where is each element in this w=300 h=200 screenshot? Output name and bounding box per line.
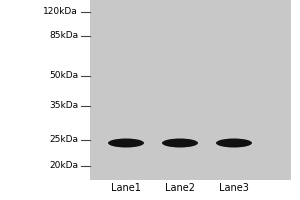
Bar bbox=[90, 0, 291, 180]
Ellipse shape bbox=[216, 138, 252, 148]
Text: 20kDa: 20kDa bbox=[49, 162, 78, 170]
Ellipse shape bbox=[162, 138, 198, 148]
Text: 120kDa: 120kDa bbox=[43, 7, 78, 17]
Ellipse shape bbox=[108, 138, 144, 148]
Text: 35kDa: 35kDa bbox=[49, 102, 78, 110]
Text: 85kDa: 85kDa bbox=[49, 31, 78, 40]
Text: Lane1: Lane1 bbox=[111, 183, 141, 193]
Text: Lane2: Lane2 bbox=[165, 183, 195, 193]
Text: 50kDa: 50kDa bbox=[49, 72, 78, 80]
Text: 25kDa: 25kDa bbox=[49, 136, 78, 144]
Text: Lane3: Lane3 bbox=[219, 183, 249, 193]
